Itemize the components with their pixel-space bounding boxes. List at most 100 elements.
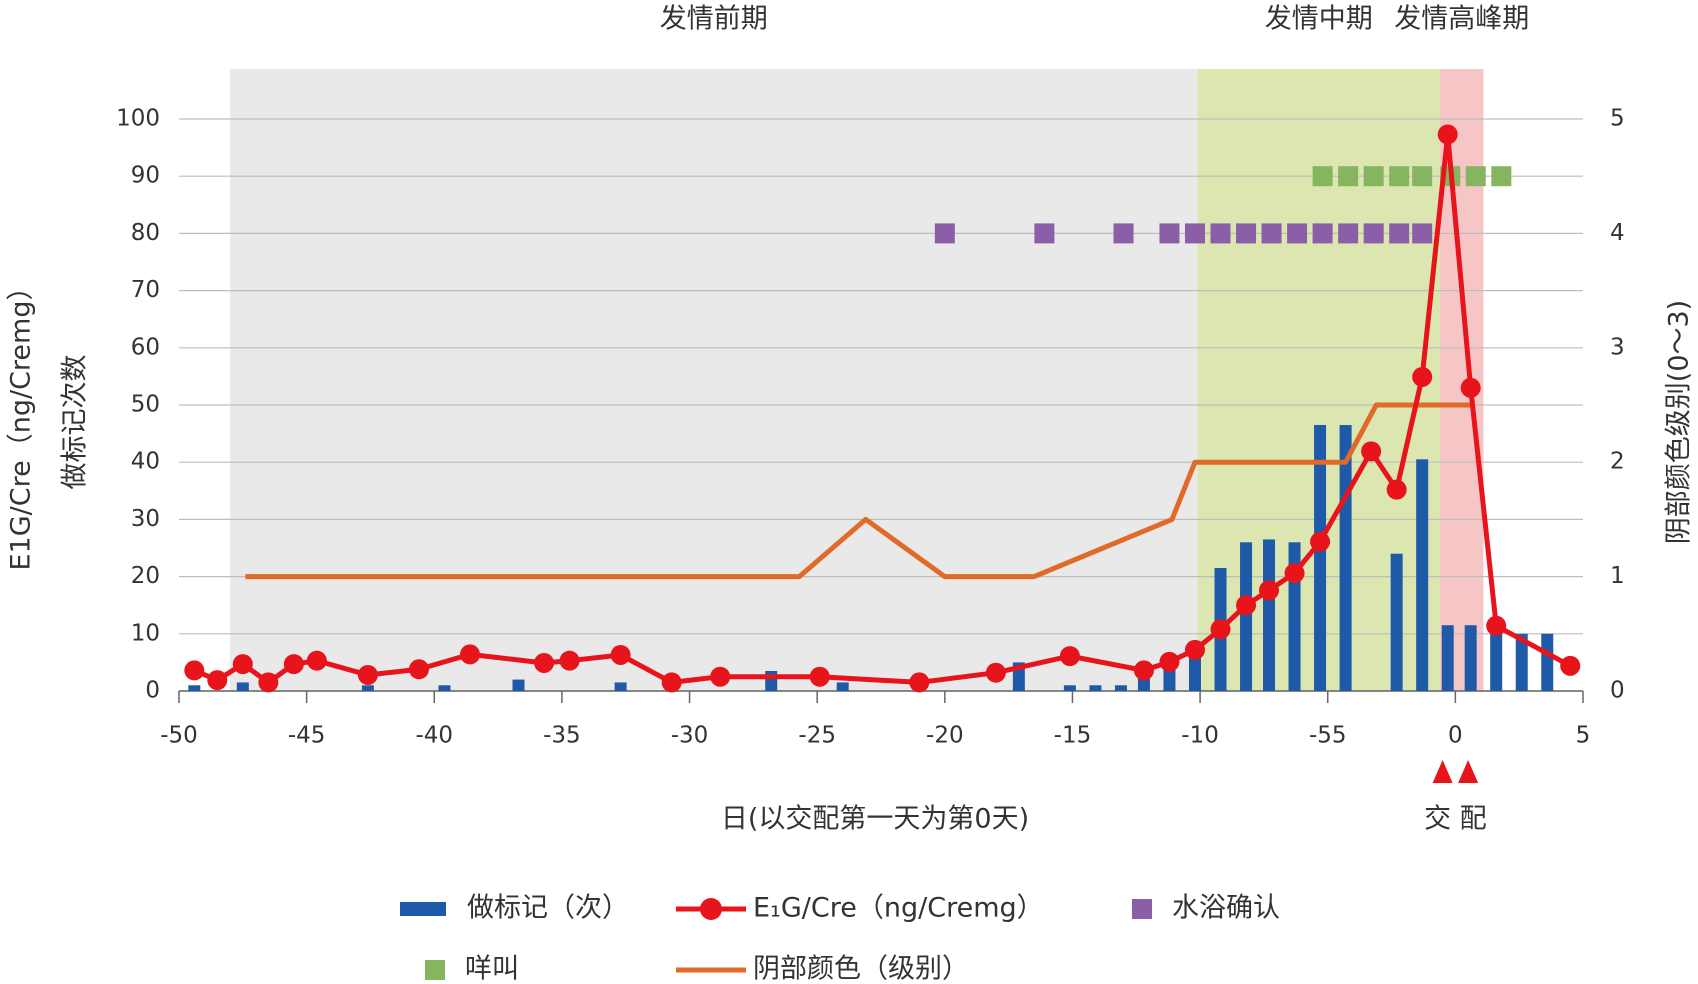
line-marker — [1284, 563, 1305, 584]
y-tick-label: 60 — [131, 334, 160, 360]
bar — [1464, 625, 1477, 691]
y-tick-label: 80 — [131, 220, 160, 246]
bar — [836, 682, 849, 691]
line-marker — [1460, 377, 1481, 398]
y2-tick-label: 1 — [1610, 563, 1625, 589]
line-marker — [1486, 615, 1507, 636]
line-marker — [1361, 441, 1382, 462]
bar — [361, 685, 374, 691]
line-marker — [357, 664, 378, 685]
square-marker — [1465, 166, 1486, 187]
bar — [438, 685, 451, 691]
legend-label: 做标记（次） — [467, 893, 629, 924]
legend-label: E₁G/Cre（ng/Cremg） — [753, 893, 1044, 924]
line-marker — [1236, 595, 1257, 616]
bar — [236, 682, 249, 691]
line-marker — [1259, 580, 1280, 601]
legend-label: 阴部颜色（级别） — [753, 954, 969, 984]
square-marker — [1261, 223, 1282, 244]
legend-swatch — [400, 902, 446, 916]
y2-tick-label: 3 — [1610, 334, 1625, 360]
x-tick-label: -50 — [160, 723, 198, 749]
y2-tick-label: 5 — [1610, 106, 1625, 132]
y-tick-label: 40 — [131, 449, 160, 475]
bar — [1089, 685, 1102, 691]
line-marker — [1059, 646, 1080, 667]
bar — [1114, 685, 1127, 691]
line-marker — [1560, 655, 1581, 676]
y2-tick-label: 4 — [1610, 220, 1625, 246]
line-marker — [283, 654, 304, 675]
phase-label: 发情前期 — [660, 4, 768, 35]
line-marker — [809, 666, 830, 687]
bar — [1240, 542, 1253, 691]
x-tick-label: -55 — [1309, 723, 1347, 749]
square-marker — [1363, 223, 1384, 244]
bar — [1416, 459, 1429, 691]
x-tick-label: -10 — [1181, 723, 1219, 749]
mating-label: 交 配 — [1424, 804, 1487, 835]
square-marker — [1159, 223, 1180, 244]
line-marker — [710, 666, 731, 687]
background-layer — [179, 69, 1583, 692]
square-marker — [1287, 223, 1308, 244]
square-marker — [1312, 223, 1333, 244]
y-axis-title: E1G/Cre（ng/Cremg） — [6, 274, 37, 571]
x-tick-label: -35 — [543, 723, 581, 749]
bar — [188, 685, 201, 691]
x-tick-label: 0 — [1448, 723, 1463, 749]
x-axis-title: 日(以交配第一天为第0天) — [721, 804, 1029, 835]
x-tick-label: -25 — [798, 723, 836, 749]
square-marker — [1210, 223, 1231, 244]
bar — [1339, 425, 1352, 691]
y2-tick-label: 2 — [1610, 449, 1625, 475]
line-marker — [1386, 479, 1407, 500]
legend-swatch — [700, 898, 722, 920]
line-marker — [460, 644, 481, 665]
x-tick-label: -40 — [415, 723, 453, 749]
square-marker — [934, 223, 955, 244]
y-tick-label: 30 — [131, 506, 160, 532]
square-marker — [1412, 223, 1433, 244]
square-marker — [1113, 223, 1134, 244]
square-marker — [1034, 223, 1055, 244]
bar — [1263, 539, 1276, 691]
y-tick-label: 0 — [145, 678, 160, 704]
square-marker — [1363, 166, 1384, 187]
y2-tick-label: 0 — [1610, 678, 1625, 704]
legend-swatch — [425, 960, 445, 980]
phase-label: 发情高峰期 — [1394, 4, 1529, 35]
line-marker — [985, 662, 1006, 683]
legend-label: 水浴确认 — [1172, 893, 1280, 924]
bar — [614, 682, 627, 691]
x-tick-label: 5 — [1576, 723, 1591, 749]
legend-label: 咩叫 — [465, 954, 519, 984]
line-marker — [559, 650, 580, 671]
line-marker — [1133, 660, 1154, 681]
square-marker — [1491, 166, 1512, 187]
x-tick-label: -30 — [671, 723, 709, 749]
line-marker — [661, 672, 682, 693]
line-marker — [1159, 651, 1180, 672]
square-marker — [1338, 166, 1359, 187]
bar — [1063, 685, 1076, 691]
bar — [1441, 625, 1454, 691]
y-tick-label: 20 — [131, 563, 160, 589]
line-marker — [1412, 366, 1433, 387]
bar — [1490, 628, 1503, 691]
bar — [1515, 633, 1528, 691]
line-marker — [408, 659, 429, 680]
x-tick-label: -45 — [288, 723, 326, 749]
square-marker — [1338, 223, 1359, 244]
square-marker — [1312, 166, 1333, 187]
mating-arrow — [1458, 760, 1479, 783]
line-marker — [610, 644, 631, 665]
bar — [512, 679, 525, 691]
square-marker — [1389, 166, 1410, 187]
square-marker — [1236, 223, 1257, 244]
bar — [1314, 425, 1327, 691]
square-marker — [1412, 166, 1433, 187]
y-axis-title: 做标记次数 — [60, 355, 91, 490]
mating-arrow — [1432, 760, 1453, 783]
